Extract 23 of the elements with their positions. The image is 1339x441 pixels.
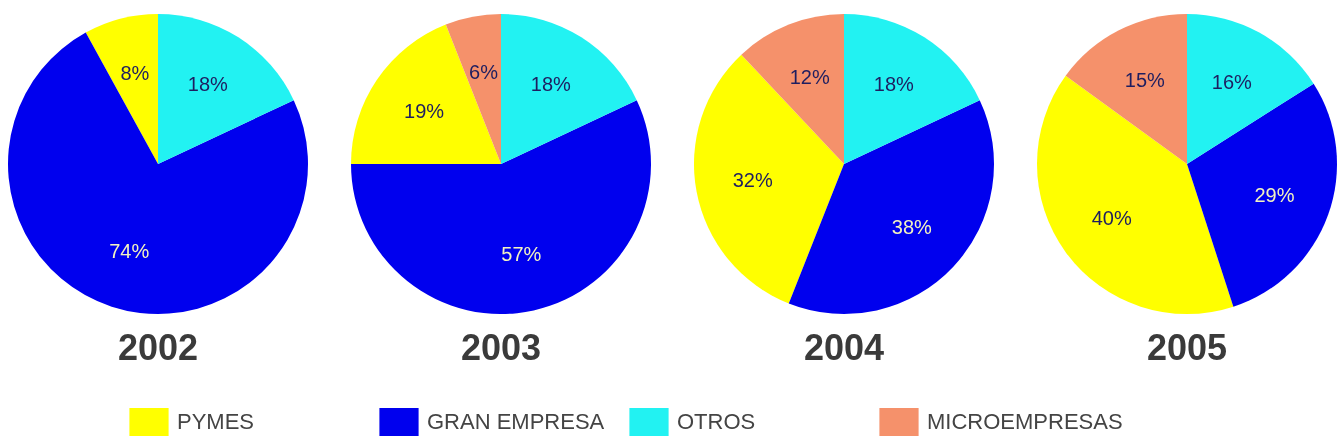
- slice-label: 2005: [1146, 327, 1228, 368]
- data-label: 18%: [187, 73, 229, 96]
- data-label: 32%: [732, 169, 773, 192]
- legend-label: PYMES: [177, 409, 255, 434]
- data-label: 18%: [530, 73, 572, 96]
- data-label: 19%: [404, 99, 445, 122]
- data-label: 6%: [469, 60, 499, 83]
- slice-label: 2004: [803, 327, 885, 368]
- data-label: 15%: [1124, 69, 1166, 92]
- slice-label: 2002: [117, 327, 199, 368]
- legend-label: MICROEMPRESAS: [927, 409, 1123, 434]
- data-label: 40%: [1091, 206, 1132, 229]
- data-label: 8%: [120, 61, 150, 84]
- data-label: 18%: [873, 73, 915, 96]
- data-label: 16%: [1211, 70, 1253, 93]
- legend-label: OTROS: [677, 409, 756, 434]
- data-label: 57%: [501, 242, 542, 265]
- data-label: 29%: [1254, 183, 1295, 206]
- slice-label: 2003: [460, 327, 542, 368]
- data-label: 38%: [891, 215, 933, 238]
- legend-label: GRAN EMPRESA: [427, 409, 605, 434]
- data-label: 74%: [109, 240, 150, 263]
- data-label: 12%: [789, 65, 830, 88]
